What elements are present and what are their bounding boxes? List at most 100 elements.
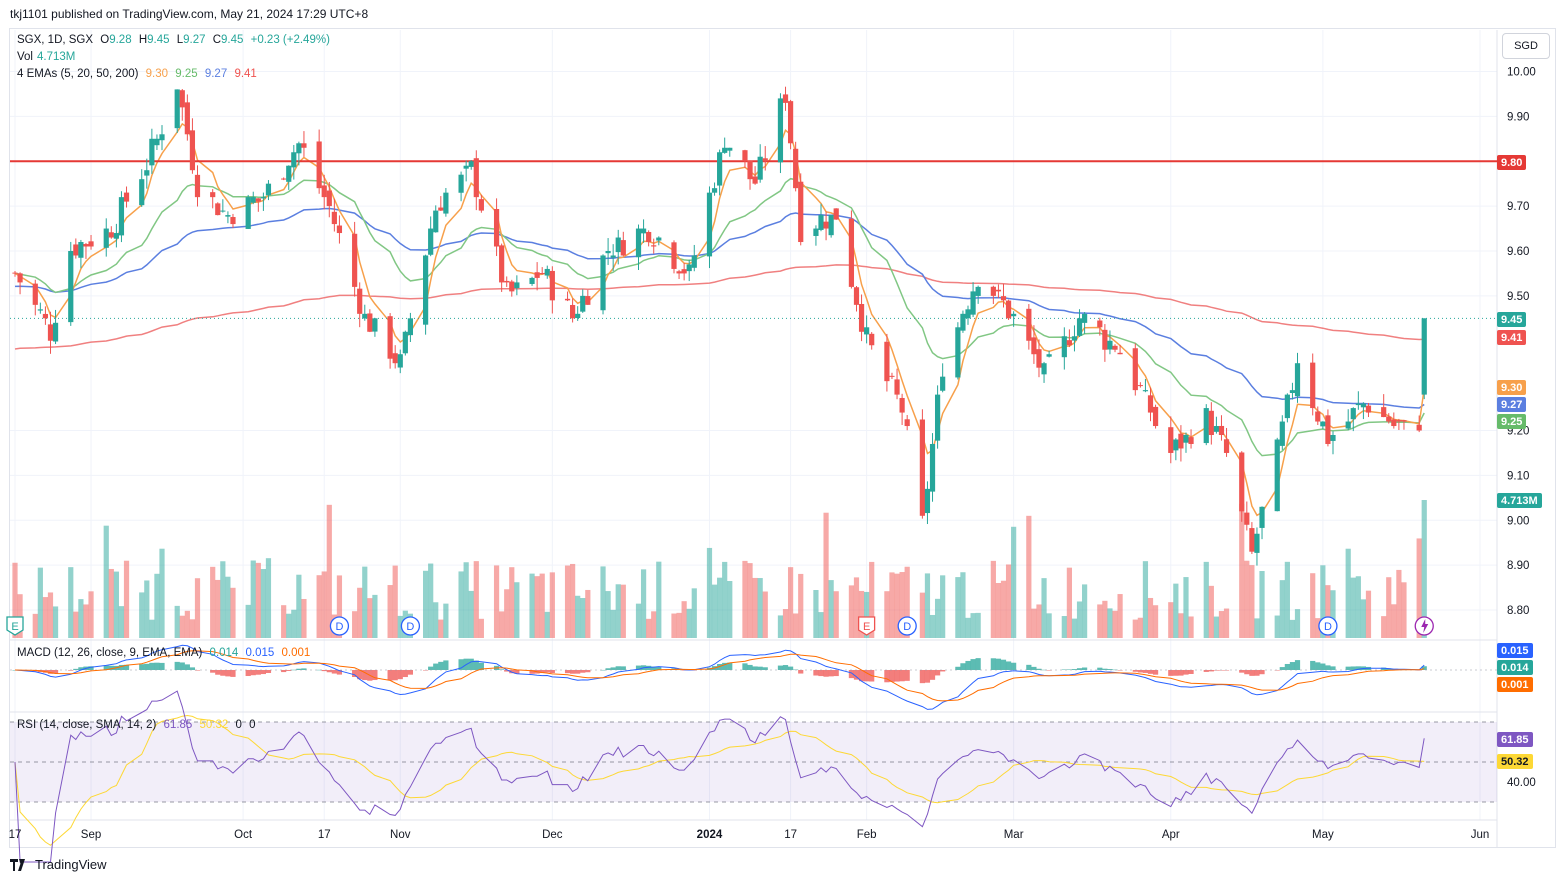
candle-body — [610, 255, 616, 258]
macd-hist-bar — [1421, 666, 1427, 670]
candle — [686, 259, 692, 282]
volume-bar — [869, 561, 875, 638]
tradingview-logo-icon — [10, 858, 25, 871]
macd-hist-bar — [899, 670, 905, 682]
event-marker-e[interactable]: E — [6, 616, 24, 636]
candle — [281, 177, 287, 181]
macd-hist-bar — [1294, 660, 1301, 670]
candle-body — [1208, 410, 1214, 436]
volume-bar — [1178, 613, 1184, 638]
currency-button[interactable]: SGD — [1502, 33, 1550, 59]
volume-bar — [12, 562, 18, 638]
candle — [1223, 427, 1230, 457]
volume-bar — [833, 591, 839, 638]
candle-body — [564, 298, 571, 301]
macd-hist-bar — [681, 670, 687, 671]
candle-body — [296, 143, 302, 154]
macd-hist-bar — [1381, 667, 1387, 670]
macd-hist-bar — [651, 666, 657, 670]
candle — [1076, 309, 1083, 338]
high-value: 9.45 — [147, 34, 170, 46]
ema50-line — [14, 207, 1425, 409]
volume-bar — [301, 598, 307, 638]
candle — [1041, 361, 1047, 383]
event-marker-d[interactable]: D — [1318, 616, 1338, 636]
volume-bar — [722, 561, 728, 638]
time-axis-label: Dec — [542, 829, 563, 841]
volume-bar — [493, 565, 500, 638]
candle — [1188, 429, 1194, 449]
candle-body — [1350, 408, 1356, 420]
macd-hist-bar — [1345, 666, 1351, 670]
candle-body — [848, 218, 855, 287]
macd-hist-bar — [88, 666, 94, 670]
tradingview-logo[interactable]: TradingView — [10, 857, 107, 872]
candle — [853, 285, 860, 312]
candle — [1396, 418, 1402, 431]
macd-hist-bar — [960, 663, 966, 670]
macd-hist-bar — [823, 670, 829, 677]
candle-body — [1097, 320, 1103, 328]
volume-bar — [174, 605, 180, 638]
candle — [752, 166, 758, 185]
candle — [1005, 299, 1012, 320]
volume-bar — [514, 582, 520, 638]
macd-hist-bar — [1183, 670, 1189, 675]
candle-body — [1416, 424, 1422, 431]
candle-body — [580, 295, 586, 312]
time-axis-label: Mar — [1004, 829, 1024, 841]
candles — [12, 86, 1427, 566]
candle — [179, 89, 185, 121]
volume-bar — [1046, 613, 1052, 638]
rsi-label: RSI (14, close, SMA, 14, 2) — [17, 719, 157, 731]
macd-hist-bar — [73, 668, 79, 670]
macd-hist-bar — [159, 662, 165, 670]
volume-bar — [853, 577, 860, 638]
volume-bar — [1132, 619, 1138, 638]
time-axis-label: Feb — [857, 829, 877, 841]
candle-body — [1188, 437, 1194, 444]
candle — [301, 131, 307, 157]
candle-body — [1244, 512, 1250, 525]
candle-body — [681, 269, 687, 274]
macd-hist-bar — [1208, 670, 1214, 672]
candle-body — [255, 198, 261, 202]
event-marker-letter: E — [863, 621, 870, 633]
volume-bar — [549, 572, 555, 638]
macd-hist-bar — [929, 670, 936, 680]
high-label: H — [138, 34, 148, 46]
candle — [296, 141, 302, 166]
macd-hist-bar — [225, 670, 231, 677]
candle-body — [549, 270, 555, 301]
event-marker-d[interactable]: D — [400, 616, 421, 636]
event-marker-d[interactable]: D — [329, 616, 350, 636]
volume-bar — [1152, 605, 1159, 638]
macd-value: 0.014 — [209, 647, 239, 659]
candle — [691, 244, 697, 272]
candle-body — [478, 199, 484, 211]
candle — [869, 332, 875, 350]
volume-bar — [889, 572, 895, 638]
candle-body — [605, 250, 611, 254]
candle — [747, 160, 753, 190]
macd-hist-bar — [610, 667, 616, 670]
volume-bar — [884, 591, 890, 638]
macd-hist-bar — [336, 670, 343, 675]
volume-bar — [1147, 597, 1154, 638]
macd-hist-bar — [1203, 670, 1209, 672]
macd-hist-bar — [108, 665, 114, 670]
volume-bar — [858, 590, 865, 638]
event-marker-e[interactable]: E — [857, 616, 876, 636]
volume-bar — [113, 571, 119, 638]
rsi-band — [10, 721, 1497, 803]
macd-hist-bar — [1279, 667, 1285, 670]
macd-hist-bar — [443, 660, 449, 670]
candle-body — [787, 101, 794, 144]
macd-hist-bar — [215, 670, 221, 675]
candle — [1026, 304, 1032, 350]
candle-body — [570, 304, 576, 319]
event-marker-d[interactable]: D — [897, 616, 917, 636]
macd-hist-bar — [103, 665, 109, 670]
volume-bar — [605, 591, 611, 638]
